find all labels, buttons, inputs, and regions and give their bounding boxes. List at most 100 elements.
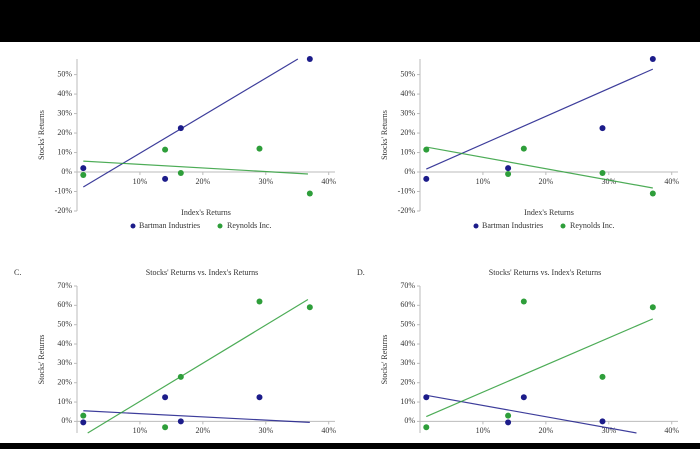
y-tick-label: 20%: [57, 128, 72, 137]
point: [423, 175, 430, 182]
point: [256, 394, 263, 401]
x-tick-label: 20%: [539, 426, 554, 435]
y-tick-label: 70%: [57, 281, 72, 290]
y-tick-label: 30%: [57, 108, 72, 117]
trend-line: [87, 299, 309, 434]
point: [505, 412, 512, 419]
y-tick-label: 0%: [404, 416, 415, 425]
point: [162, 175, 169, 182]
y-tick-label: -10%: [55, 186, 73, 195]
point: [520, 394, 527, 401]
point: [649, 304, 656, 311]
point: [80, 419, 87, 426]
y-tick-label: 20%: [400, 378, 415, 387]
point: [599, 418, 606, 425]
point: [520, 145, 527, 152]
point: [505, 419, 512, 426]
legend-marker: [217, 223, 223, 229]
y-tick-label: 50%: [400, 320, 415, 329]
x-tick-label: 20%: [196, 426, 211, 435]
y-tick-label: 10%: [400, 397, 415, 406]
x-tick-label: 40%: [664, 426, 679, 435]
chart-label: D.: [357, 268, 365, 277]
x-tick-label: 40%: [321, 426, 336, 435]
x-tick-label: 40%: [664, 177, 679, 186]
legend-label: Bartman Industries: [139, 221, 200, 230]
point: [162, 394, 169, 401]
point: [177, 125, 184, 132]
y-axis-title: Stocks' Returns: [37, 335, 46, 385]
y-tick-label: 30%: [57, 358, 72, 367]
x-tick-label: 20%: [539, 177, 554, 186]
point: [306, 190, 313, 197]
y-tick-label: 30%: [400, 358, 415, 367]
point: [80, 171, 87, 178]
y-tick-label: -20%: [398, 206, 416, 215]
x-tick-label: 20%: [196, 177, 211, 186]
y-tick-label: -10%: [398, 186, 416, 195]
y-tick-label: 0%: [404, 167, 415, 176]
chart-title: Stocks' Returns vs. Index's Returns: [146, 268, 258, 277]
y-tick-label: 50%: [57, 69, 72, 78]
bottom-bar: [0, 443, 700, 449]
x-tick-label: 10%: [133, 177, 148, 186]
y-tick-label: 10%: [57, 147, 72, 156]
point: [177, 418, 184, 425]
legend-label: Bartman Industries: [482, 221, 543, 230]
point: [649, 56, 656, 62]
top-bar: [0, 0, 700, 42]
trend-line: [83, 160, 308, 175]
x-tick-label: 10%: [133, 426, 148, 435]
trend-line: [426, 318, 654, 418]
x-axis-title: Index's Returns: [524, 208, 574, 217]
y-tick-label: 30%: [400, 108, 415, 117]
y-tick-label: 70%: [400, 281, 415, 290]
legend-marker: [130, 223, 136, 229]
point: [423, 424, 430, 431]
y-tick-label: 60%: [400, 300, 415, 309]
y-tick-label: 40%: [400, 339, 415, 348]
point: [649, 190, 656, 197]
point: [306, 304, 313, 311]
point: [80, 412, 87, 419]
y-tick-label: 40%: [400, 89, 415, 98]
point: [505, 170, 512, 177]
point: [177, 170, 184, 176]
point: [520, 298, 527, 305]
y-tick-label: -20%: [55, 206, 73, 215]
point: [162, 424, 169, 431]
legend-label: Reynolds Inc.: [227, 221, 271, 230]
x-tick-label: 40%: [321, 177, 336, 186]
x-tick-label: 30%: [601, 177, 616, 186]
y-axis-title: Stocks' Returns: [380, 335, 389, 385]
y-tick-label: 0%: [61, 167, 72, 176]
y-tick-label: 40%: [57, 339, 72, 348]
trend-line: [82, 58, 299, 188]
point: [306, 56, 313, 62]
chart-title: Stocks' Returns vs. Index's Returns: [489, 268, 601, 277]
legend-marker: [473, 223, 479, 229]
y-tick-label: 50%: [57, 320, 72, 329]
y-tick-label: 60%: [57, 300, 72, 309]
y-axis-title: Stocks' Returns: [380, 110, 389, 160]
trend-line: [83, 410, 310, 423]
trend-line: [426, 146, 653, 189]
x-tick-label: 30%: [258, 426, 273, 435]
point: [599, 125, 606, 132]
point: [162, 146, 169, 153]
x-tick-label: 30%: [601, 426, 616, 435]
y-tick-label: 50%: [400, 69, 415, 78]
y-tick-label: 10%: [400, 147, 415, 156]
point: [177, 373, 184, 380]
chart-label: C.: [14, 268, 21, 277]
y-tick-label: 40%: [57, 89, 72, 98]
trend-line: [426, 68, 654, 170]
x-tick-label: 10%: [476, 177, 491, 186]
point: [505, 165, 512, 172]
y-tick-label: 10%: [57, 397, 72, 406]
x-axis-title: Index's Returns: [181, 208, 231, 217]
y-tick-label: 20%: [400, 128, 415, 137]
x-tick-label: 30%: [258, 177, 273, 186]
point: [423, 394, 430, 401]
